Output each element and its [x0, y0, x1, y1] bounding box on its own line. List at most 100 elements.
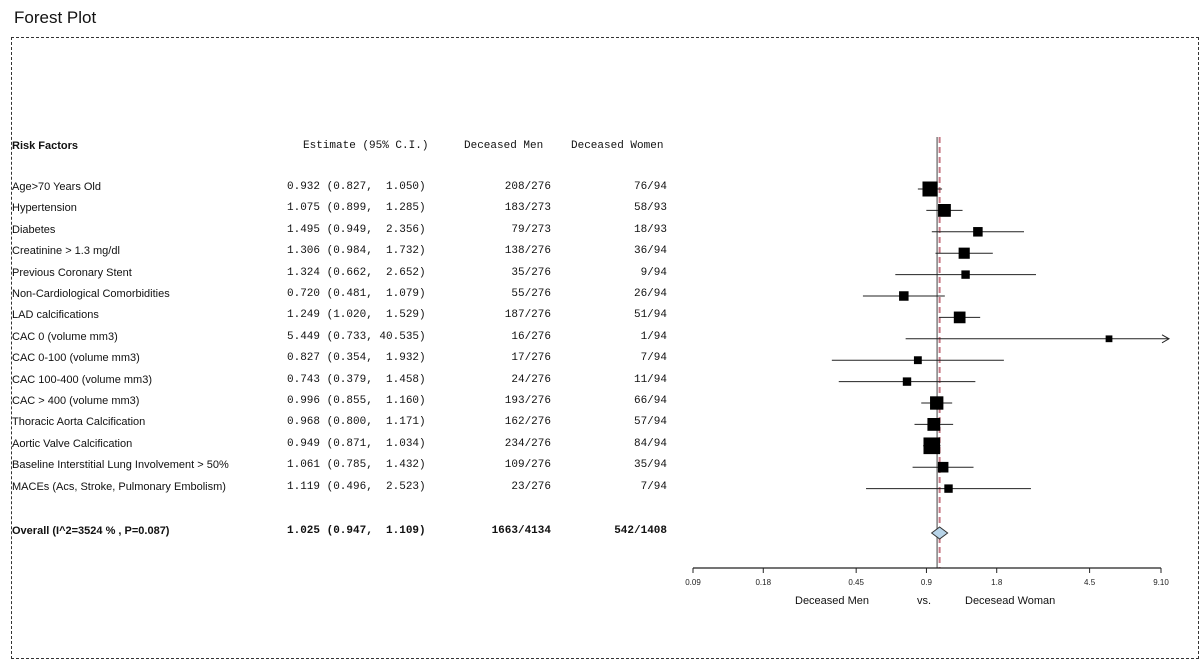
row-estimate: 1.324 (0.662, 2.652) — [287, 266, 426, 279]
estimate-square — [927, 418, 941, 431]
table-row: LAD calcifications 1.249 (1.020, 1.529) 18… — [0, 309, 700, 329]
row-deceased-men: 23/276 — [511, 480, 551, 493]
row-estimate: 0.827 (0.354, 1.932) — [287, 352, 426, 365]
table-row: Previous Coronary Stent 1.324 (0.662, 2.6… — [0, 267, 700, 287]
x-tick-label: 1.8 — [991, 578, 1003, 587]
x-tick-label: 4.5 — [1084, 578, 1096, 587]
row-label: Thoracic Aorta Calcification — [12, 416, 146, 429]
ci-arrow — [1161, 334, 1171, 344]
row-deceased-men: 234/276 — [504, 437, 551, 450]
estimate-square — [944, 484, 953, 493]
row-deceased-men: 24/276 — [511, 373, 551, 386]
row-label: Overall (I^2=3524 % , P=0.087) — [12, 525, 170, 537]
row-estimate: 1.061 (0.785, 1.432) — [287, 459, 426, 472]
row-estimate: 5.449 (0.733, 40.535) — [287, 330, 426, 343]
header-risk-factors: Risk Factors — [12, 140, 79, 152]
row-deceased-women: 84/94 — [633, 437, 667, 450]
x-tick-label: 0.09 — [685, 578, 701, 587]
row-label: Non-Cardiological Comorbidities — [12, 288, 170, 300]
x-tick-label: 0.9 — [921, 578, 933, 587]
row-deceased-women: 18/93 — [633, 223, 667, 236]
page-title: Forest Plot — [14, 8, 97, 27]
row-estimate: 1.075 (0.899, 1.285) — [287, 202, 426, 215]
header-estimate: Estimate (95% C.I.) — [303, 140, 429, 152]
estimate-square — [923, 437, 941, 455]
row-label: LAD calcifications — [12, 309, 99, 322]
row-deceased-women: 26/94 — [633, 288, 667, 300]
row-estimate: 1.495 (0.949, 2.356) — [287, 223, 426, 236]
estimate-square — [937, 461, 949, 473]
axis-caption-left: Deceased Men — [795, 595, 869, 607]
estimate-square — [930, 396, 944, 410]
estimate-square — [922, 181, 938, 197]
row-label: MACEs (Acs, Stroke, Pulmonary Embolism) — [12, 480, 226, 493]
row-deceased-women: 76/94 — [633, 181, 667, 193]
row-label: CAC > 400 (volume mm3) — [12, 395, 140, 407]
x-tick-label: 0.18 — [755, 578, 771, 587]
table-row: CAC 0 (volume mm3) 5.449 (0.733, 40.535) 1… — [0, 331, 700, 351]
row-estimate: 1.249 (1.020, 1.529) — [287, 309, 426, 322]
estimate-square — [958, 247, 970, 259]
table-row: CAC 100-400 (volume mm3) 0.743 (0.379, 1.… — [0, 374, 700, 394]
row-deceased-women: 11/94 — [633, 373, 667, 386]
table-row: Aortic Valve Calcification 0.949 (0.871, … — [0, 438, 700, 458]
row-estimate: 0.949 (0.871, 1.034) — [287, 437, 426, 450]
row-label: CAC 0-100 (volume mm3) — [12, 352, 140, 365]
row-label: Baseline Interstitial Lung Involvement >… — [12, 459, 229, 472]
x-tick-label: 0.45 — [848, 578, 864, 587]
row-deceased-women: 51/94 — [633, 309, 667, 322]
row-label: CAC 0 (volume mm3) — [12, 330, 118, 343]
row-label: Diabetes — [12, 223, 56, 236]
row-deceased-women: 9/94 — [640, 266, 667, 279]
table-row: Baseline Interstitial Lung Involvement >… — [0, 459, 700, 479]
table-row: Hypertension 1.075 (0.899, 1.285) 183/273 5… — [0, 202, 700, 222]
x-tick-label: 9.10 — [1153, 578, 1169, 587]
row-estimate: 0.743 (0.379, 1.458) — [287, 373, 426, 386]
row-deceased-men: 162/276 — [504, 416, 551, 429]
row-deceased-men: 55/276 — [511, 288, 551, 300]
overall-row: Overall (I^2=3524 % , P=0.087) 1.025 (0.9… — [0, 525, 700, 545]
row-deceased-men: 35/276 — [511, 266, 551, 279]
table-row: Age>70 Years Old 0.932 (0.827, 1.050) 208/… — [0, 181, 700, 201]
plot-frame — [11, 37, 1199, 659]
row-deceased-men: 17/276 — [511, 352, 551, 365]
row-deceased-men: 187/276 — [504, 309, 551, 322]
row-deceased-women: 57/94 — [633, 416, 667, 429]
table-row: CAC 0-100 (volume mm3) 0.827 (0.354, 1.93… — [0, 352, 700, 372]
row-estimate: 1.119 (0.496, 2.523) — [287, 480, 426, 493]
estimate-square — [973, 227, 983, 237]
table-row: Creatinine > 1.3 mg/dl 1.306 (0.984, 1.73… — [0, 245, 700, 265]
row-deceased-women: 35/94 — [633, 459, 667, 472]
row-estimate: 1.025 (0.947, 1.109) — [287, 525, 426, 537]
estimate-square — [953, 311, 966, 324]
row-deceased-men: 208/276 — [504, 181, 551, 193]
axis-caption-middle: vs. — [917, 595, 932, 607]
overall-diamond — [930, 526, 949, 540]
estimate-square — [938, 204, 951, 217]
table-row: Non-Cardiological Comorbidities 0.720 (0.… — [0, 288, 700, 308]
row-deceased-women: 7/94 — [640, 352, 667, 365]
header-deceased-men: Deceased Men — [464, 140, 544, 152]
table-row: CAC > 400 (volume mm3) 0.996 (0.855, 1.16… — [0, 395, 700, 415]
row-label: Aortic Valve Calcification — [12, 437, 133, 450]
row-label: CAC 100-400 (volume mm3) — [12, 373, 152, 386]
row-label: Age>70 Years Old — [12, 181, 101, 193]
row-deceased-men: 193/276 — [504, 395, 551, 407]
row-deceased-women: 1/94 — [640, 330, 667, 343]
row-estimate: 0.932 (0.827, 1.050) — [287, 181, 426, 193]
row-deceased-men: 138/276 — [504, 245, 551, 258]
row-deceased-women: 58/93 — [633, 202, 667, 215]
row-deceased-women: 542/1408 — [614, 525, 667, 537]
row-deceased-women: 66/94 — [633, 395, 667, 407]
row-estimate: 0.996 (0.855, 1.160) — [287, 395, 426, 407]
table-row: Diabetes 1.495 (0.949, 2.356) 79/273 18/93 — [0, 224, 700, 244]
row-label: Hypertension — [12, 202, 77, 215]
table-row: MACEs (Acs, Stroke, Pulmonary Embolism) 1… — [0, 481, 700, 501]
row-deceased-men: 109/276 — [504, 459, 551, 472]
row-deceased-women: 7/94 — [640, 480, 667, 493]
row-label: Creatinine > 1.3 mg/dl — [12, 245, 120, 258]
estimate-square — [899, 291, 909, 301]
row-deceased-men: 79/273 — [511, 223, 551, 236]
row-deceased-women: 36/94 — [633, 245, 667, 258]
